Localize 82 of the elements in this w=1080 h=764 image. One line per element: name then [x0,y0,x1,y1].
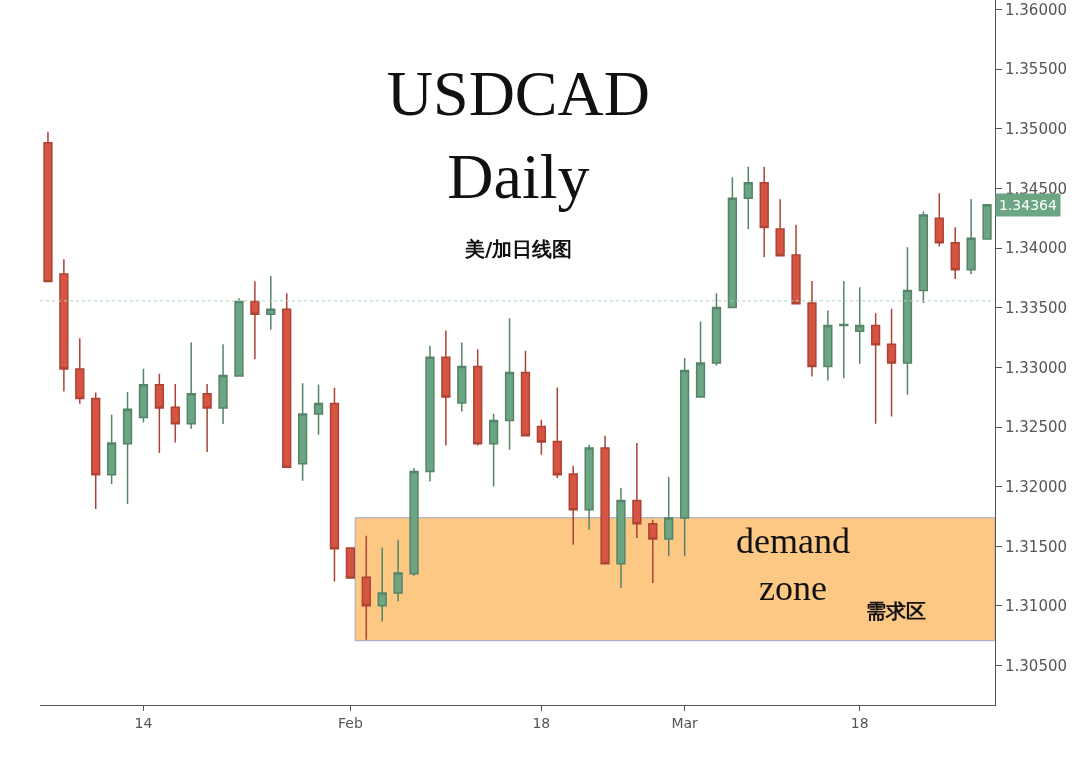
x-tick-label: Mar [671,714,699,731]
y-tick-label: 1.34500 [1005,179,1068,198]
candlestick [664,476,674,558]
x-tick-label: 18 [532,714,551,731]
x-tick-label: Feb [337,714,363,731]
candlestick [488,413,499,488]
candlestick [91,391,101,510]
candlestick [616,487,626,589]
y-tick-label: 1.30500 [1005,656,1068,675]
candlestick [504,317,515,451]
text: 美/加日线图 [464,237,573,261]
candlestick [361,534,371,641]
candlestick [950,226,960,280]
candlestick [425,345,435,483]
candlestick [393,539,403,603]
candlestick [791,224,801,305]
candlestick [600,435,610,565]
candlestick [823,309,833,382]
x-tick-label: 18 [850,714,869,731]
candlestick [886,308,897,418]
candlestick [759,165,769,258]
candlestick [902,246,913,396]
y-tick-label: 1.31500 [1005,537,1068,556]
candlestick [839,280,849,379]
candlestick [632,442,642,539]
y-tick-label: 1.35000 [1005,120,1068,139]
annotation: 需求区 [866,599,926,623]
candlestick [457,341,467,413]
candlestick [695,320,706,398]
candlestick [855,286,865,365]
y-tick-label: 1.34000 [1005,239,1068,258]
candlestick [934,192,944,248]
candlestick [727,176,738,309]
candlestick [743,165,753,231]
y-tick-label: 1.33000 [1005,358,1068,377]
candlestick [250,280,260,360]
y-tick-label: 1.35500 [1005,60,1068,79]
candlestick [202,383,212,453]
y-tick-label: 1.31000 [1005,597,1068,616]
candlestick [122,391,133,505]
candlestick [648,518,658,584]
candlestick [966,198,976,275]
candlestick [982,203,992,240]
y-tick-label: 1.32500 [1005,418,1068,437]
candlestick [409,467,419,577]
y-tick-label: 1.33500 [1005,299,1068,318]
candlestick [775,198,785,257]
candlestick [154,373,165,454]
candlestick [59,258,69,393]
candlestick [679,357,690,558]
candlestick [584,444,594,531]
candlestick [473,348,483,447]
candlestick [520,350,531,437]
candlestick [568,465,578,546]
candlestick [329,387,340,583]
candlestick [218,343,228,425]
candlestick [313,383,324,436]
band-label: demand zone [736,521,850,608]
candlestick [711,292,722,367]
candlestick [234,297,244,377]
candlestick [807,280,817,378]
candlestick [138,368,149,424]
candlestick [552,386,562,479]
text: 1.34364 [999,197,1057,213]
candlestick [266,275,276,331]
candlestick [870,312,881,425]
candlestick [106,414,117,485]
candlestick [918,210,929,304]
candlestick [377,546,387,623]
candlestick [43,130,53,283]
y-tick-label: 1.32000 [1005,477,1068,496]
x-tick-label: 14 [134,714,153,731]
candlestick [297,382,308,482]
candlestick [75,337,85,405]
candlestick [345,547,356,579]
y-tick-label: 1.36000 [1005,0,1068,19]
candlestick [282,292,292,468]
candlestick [186,341,196,430]
candlestick [170,383,180,444]
candlestick [441,329,451,447]
candlestick [536,419,547,456]
text: USDCAD Daily [386,57,650,212]
